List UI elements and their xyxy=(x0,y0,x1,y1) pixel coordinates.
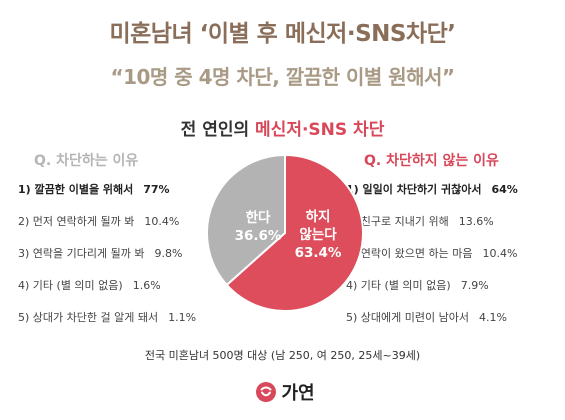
block-reasons-heading: Q. 차단하는 이유 xyxy=(34,153,139,169)
block-reason-pct: 77% xyxy=(143,183,170,196)
not-block-reason-text: 1) 일일이 차단하기 귀찮아서 xyxy=(346,183,482,196)
block-reason-item: 5) 상대가 차단한 걸 알게 돼서 1.1% xyxy=(18,308,228,340)
block-reason-text: 5) 상대가 차단한 걸 알게 돼서 xyxy=(18,311,159,324)
not-block-reasons-list: 1) 일일이 차단하기 귀찮아서 64% 2) 친구로 지내기 위해 13.6% 3… xyxy=(346,180,561,340)
block-reason-item: 3) 연락을 기다리게 될까 봐 9.8% xyxy=(18,244,228,276)
section-title-accent: 메신저·SNS 차단 xyxy=(255,120,385,140)
block-reason-pct: 10.4% xyxy=(144,215,180,228)
pie-slice-2 xyxy=(225,153,364,312)
not-block-reason-pct: 4.1% xyxy=(478,311,507,324)
not-block-reason-pct: 7.9% xyxy=(460,279,489,292)
pie-slice-1-label: 36.6% xyxy=(235,228,282,244)
brand-logo-icon xyxy=(256,382,277,402)
not-block-reason-item: 3) 연락이 왔으면 하는 마음 10.4% xyxy=(346,244,561,276)
pie-slice-1 xyxy=(206,153,286,287)
not-block-reason-item: 1) 일일이 차단하기 귀찮아서 64% xyxy=(346,180,561,212)
block-reason-text: 3) 연락을 기다리게 될까 봐 xyxy=(18,247,145,260)
block-reasons-list: 1) 깔끔한 이별을 위해서 77% 2) 먼저 연락하게 될까 봐 10.4% 3… xyxy=(18,180,228,340)
page-subtitle: “10명 중 4명 차단, 깔끔한 이별 원해서” xyxy=(110,65,455,89)
block-reason-pct: 9.8% xyxy=(154,247,183,260)
section-title: 전 연인의 메신저·SNS 차단 xyxy=(0,115,565,140)
block-reason-text: 2) 먼저 연락하게 될까 봐 xyxy=(18,215,135,228)
brand-logo: 가연 xyxy=(225,378,345,406)
not-block-reason-item: 4) 기타 (별 의미 없음) 7.9% xyxy=(346,276,561,308)
not-block-reason-text: 4) 기타 (별 의미 없음) xyxy=(346,279,451,292)
pie-slice-2-label: 않는다 xyxy=(299,226,337,243)
pie-slice-2-label: 63.4% xyxy=(295,245,342,261)
block-reason-item: 4) 기타 (별 의미 없음) 1.6% xyxy=(18,276,228,308)
block-reason-pct: 1.1% xyxy=(168,311,197,324)
not-block-reasons-heading: Q. 차단하지 않는 이유 xyxy=(364,153,499,169)
survey-note: 전국 미혼남녀 500명 대상 (남 250, 여 250, 25세~39세) xyxy=(144,349,421,362)
not-block-reason-text: 5) 상대에게 미련이 남아서 xyxy=(346,311,469,324)
block-reason-text: 1) 깔끔한 이별을 위해서 xyxy=(18,183,134,196)
brand-name: 가연 xyxy=(281,383,315,404)
not-block-reason-pct: 64% xyxy=(491,183,518,196)
pie-slice-2-label: 하지 xyxy=(306,208,331,225)
block-reason-text: 4) 기타 (별 의미 없음) xyxy=(18,279,123,292)
block-reason-item: 2) 먼저 연락하게 될까 봐 10.4% xyxy=(18,212,228,244)
not-block-reason-pct: 13.6% xyxy=(458,215,494,228)
block-reason-item: 1) 깔끔한 이별을 위해서 77% xyxy=(18,180,228,212)
pie-slice-1-label: 한다 xyxy=(246,210,271,226)
block-reason-pct: 1.6% xyxy=(132,279,161,292)
section-title-prefix: 전 연인의 xyxy=(180,120,256,140)
not-block-reason-pct: 10.4% xyxy=(482,247,518,260)
page-title: 미혼남녀 ‘이별 후 메신저·SNS차단’ xyxy=(109,21,456,47)
not-block-reason-item: 5) 상대에게 미련이 남아서 4.1% xyxy=(346,308,561,340)
not-block-reason-text: 2) 친구로 지내기 위해 xyxy=(346,215,449,228)
pie-chart: 한다 36.6% 하지 않는다 63.4% xyxy=(200,148,370,318)
not-block-reason-text: 3) 연락이 왔으면 하는 마음 xyxy=(346,247,473,260)
not-block-reason-item: 2) 친구로 지내기 위해 13.6% xyxy=(346,212,561,244)
